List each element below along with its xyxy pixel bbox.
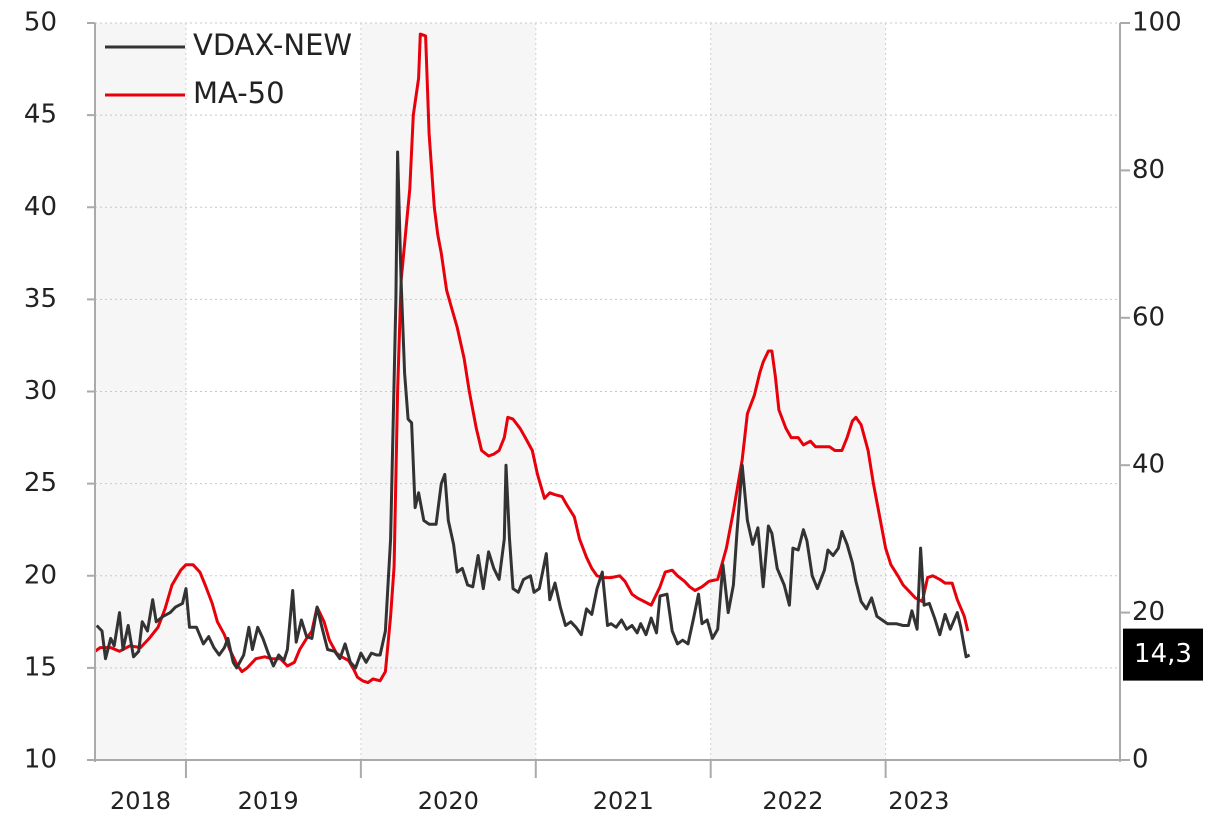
y-tick-label: 20 — [24, 560, 57, 590]
y2-tick-label: 20 — [1132, 597, 1165, 627]
grid — [95, 22, 1120, 760]
x-tick-label: 2021 — [593, 787, 654, 815]
legend-label: MA-50 — [193, 76, 285, 110]
y-tick-label: 45 — [24, 100, 57, 130]
y2-tick-label: 40 — [1132, 450, 1165, 480]
y-tick-label: 50 — [24, 8, 57, 38]
y-tick-label: 10 — [24, 745, 57, 775]
series-line — [94, 32, 970, 685]
y-tick-label: 30 — [24, 376, 57, 406]
y2-tick-label: 80 — [1132, 155, 1165, 185]
x-tick-label: 2022 — [762, 787, 823, 815]
value-box — [1123, 628, 1203, 681]
y2-tick-label: 60 — [1132, 302, 1165, 332]
y-tick-label: 40 — [24, 192, 57, 222]
y-tick-label: 15 — [24, 652, 57, 682]
x-tick-label: 2020 — [418, 787, 479, 815]
series-lines — [94, 32, 971, 685]
legend-label: VDAX-NEW — [193, 28, 352, 62]
x-tick-label: 2018 — [110, 787, 171, 815]
x-tick-label: 2023 — [888, 787, 949, 815]
series-line — [95, 150, 971, 670]
y2-tick-label: 0 — [1132, 745, 1149, 775]
y-tick-label: 25 — [24, 468, 57, 498]
y-tick-label: 35 — [24, 284, 57, 314]
value-box-label: 14,3 — [1134, 639, 1192, 669]
x-tick-label: 2019 — [238, 787, 299, 815]
axes: 10 15 20 25 30 35 40 45 50 0 20 40 60 80 100 2018 2019 20… — [24, 8, 1203, 815]
legend: VDAX-NEW MA-50 — [105, 28, 352, 110]
y2-tick-label: 100 — [1132, 8, 1182, 38]
